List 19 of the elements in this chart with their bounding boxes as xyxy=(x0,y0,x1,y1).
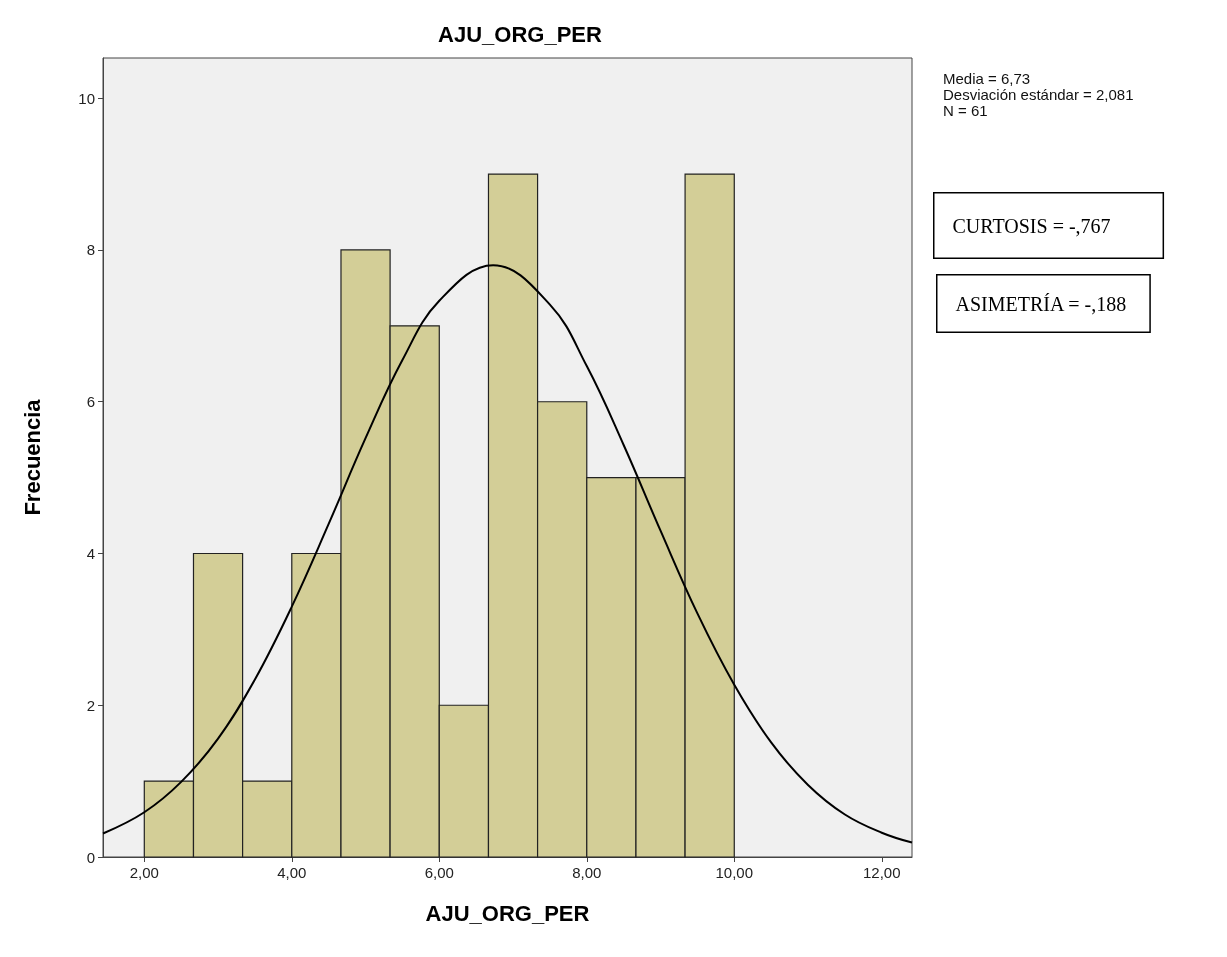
x-tick-label: 6,00 xyxy=(424,864,454,881)
text: CURTOSIS = -,767 xyxy=(952,214,1111,237)
x-tick-label: 12,00 xyxy=(862,864,901,881)
chart-title: AJU_ORG_PER xyxy=(438,21,603,47)
text: ASIMETRÍA = -,188 xyxy=(955,292,1127,315)
y-tick-label: 10 xyxy=(78,89,95,107)
y-tick-label: 4 xyxy=(86,544,95,562)
x-tick-label: 2,00 xyxy=(129,864,159,881)
y-tick-label: 2 xyxy=(86,696,95,714)
text: Media = 6,73 Desviación estándar = 2,081 N = 61 xyxy=(943,69,1134,119)
y-axis-title: Frecuencia xyxy=(19,398,45,516)
y-tick-label: 8 xyxy=(86,241,95,259)
x-axis-title: AJU_ORG_PER xyxy=(425,900,590,926)
line-series xyxy=(102,264,913,844)
x-tick-label: 10,00 xyxy=(715,864,754,881)
x-tick-label: 4,00 xyxy=(277,864,307,881)
y-tick-label: 6 xyxy=(86,393,95,411)
y-tick-label: 0 xyxy=(86,848,95,866)
x-tick-label: 8,00 xyxy=(572,864,602,881)
